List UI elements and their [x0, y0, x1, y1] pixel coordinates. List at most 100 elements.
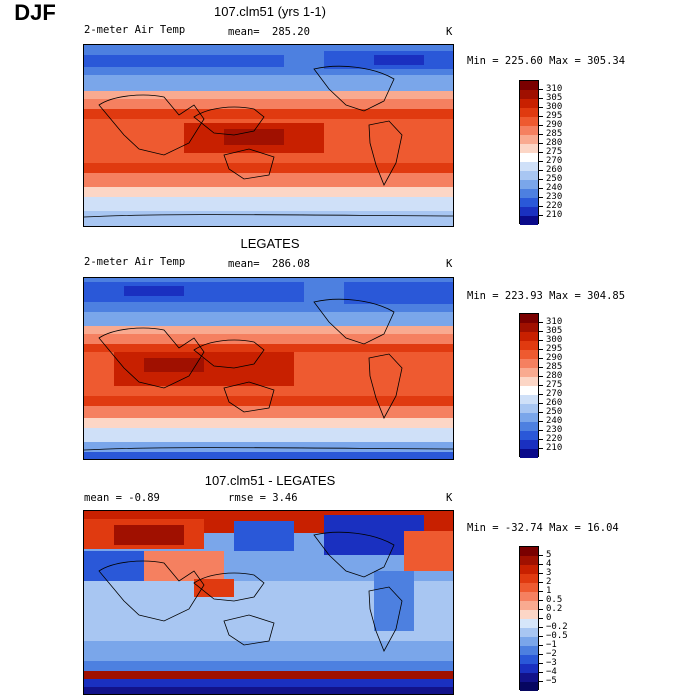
colorbar-tick — [539, 125, 543, 126]
colorbar-segment — [520, 126, 538, 135]
colorbar-tick — [539, 555, 543, 556]
colorbar-tick — [539, 170, 543, 171]
colorbar-tick — [539, 654, 543, 655]
season-label: DJF — [14, 0, 56, 25]
colorbar-segment — [520, 583, 538, 592]
colorbar-segment — [520, 144, 538, 153]
colorbar-segment — [520, 135, 538, 144]
colorbar-segment — [520, 189, 538, 198]
colorbar-tick — [539, 98, 543, 99]
colorbar-segment — [520, 81, 538, 90]
panel3-colorbar — [519, 546, 539, 691]
colorbar-label: 305 — [546, 92, 563, 103]
colorbar-tick — [539, 161, 543, 162]
colorbar-label: 300 — [546, 101, 563, 112]
colorbar-segment — [520, 556, 538, 565]
colorbar-segment — [520, 359, 538, 368]
colorbar-tick — [539, 681, 543, 682]
colorbar-label: 0.5 — [546, 594, 563, 605]
colorbar-label: −0.2 — [546, 621, 568, 632]
colorbar-label: −5 — [546, 675, 557, 686]
colorbar-tick — [539, 367, 543, 368]
panel3-units: K — [446, 492, 453, 504]
colorbar-tick — [539, 215, 543, 216]
colorbar-segment — [520, 90, 538, 99]
colorbar-tick — [539, 609, 543, 610]
colorbar-segment — [520, 422, 538, 431]
colorbar-label: 275 — [546, 146, 563, 157]
colorbar-label: 3 — [546, 567, 552, 578]
colorbar-tick — [539, 672, 543, 673]
colorbar-label: 270 — [546, 388, 563, 399]
colorbar-tick — [539, 591, 543, 592]
colorbar-label: 220 — [546, 200, 563, 211]
colorbar-label: 285 — [546, 361, 563, 372]
colorbar-tick — [539, 107, 543, 108]
colorbar-tick — [539, 439, 543, 440]
colorbar-label: 0.2 — [546, 603, 563, 614]
colorbar-label: 220 — [546, 433, 563, 444]
colorbar-segment — [520, 323, 538, 332]
colorbar-tick — [539, 394, 543, 395]
colorbar-tick — [539, 89, 543, 90]
colorbar-label: 250 — [546, 173, 563, 184]
panel2-mean-label: mean= — [228, 258, 260, 270]
colorbar-label: 230 — [546, 191, 563, 202]
colorbar-tick — [539, 385, 543, 386]
colorbar-segment — [520, 377, 538, 386]
colorbar-label: −2 — [546, 648, 557, 659]
colorbar-segment — [520, 386, 538, 395]
colorbar-label: −4 — [546, 666, 557, 677]
colorbar-tick — [539, 618, 543, 619]
colorbar-tick — [539, 179, 543, 180]
colorbar-segment — [520, 646, 538, 655]
colorbar-segment — [520, 216, 538, 225]
colorbar-tick — [539, 322, 543, 323]
colorbar-label: 2 — [546, 576, 552, 587]
colorbar-tick — [539, 349, 543, 350]
panel3-minmax: Min = -32.74 Max = 16.04 — [467, 522, 619, 534]
panel2-variable: 2-meter Air Temp — [84, 256, 186, 268]
colorbar-tick — [539, 636, 543, 637]
colorbar-segment — [520, 565, 538, 574]
colorbar-segment — [520, 574, 538, 583]
colorbar-tick — [539, 206, 543, 207]
colorbar-label: 1 — [546, 585, 552, 596]
colorbar-segment — [520, 153, 538, 162]
colorbar-segment — [520, 341, 538, 350]
colorbar-tick — [539, 627, 543, 628]
colorbar-segment — [520, 664, 538, 673]
colorbar-segment — [520, 395, 538, 404]
colorbar-segment — [520, 655, 538, 664]
colorbar-segment — [520, 171, 538, 180]
panel2-map-field — [84, 278, 453, 459]
colorbar-label: 5 — [546, 549, 552, 560]
colorbar-tick — [539, 152, 543, 153]
colorbar-label: 270 — [546, 155, 563, 166]
colorbar-label: 295 — [546, 343, 563, 354]
panel1-map-field — [84, 45, 453, 226]
colorbar-tick — [539, 412, 543, 413]
panel1-colorbar — [519, 80, 539, 225]
panel2-title: LEGATES — [240, 236, 300, 251]
colorbar-segment — [520, 207, 538, 216]
colorbar-label: 295 — [546, 110, 563, 121]
colorbar-tick — [539, 188, 543, 189]
colorbar-label: 285 — [546, 128, 563, 139]
colorbar-segment — [520, 350, 538, 359]
colorbar-label: 210 — [546, 209, 563, 220]
colorbar-tick — [539, 421, 543, 422]
colorbar-tick — [539, 403, 543, 404]
colorbar-segment — [520, 440, 538, 449]
colorbar-segment — [520, 332, 538, 341]
colorbar-segment — [520, 592, 538, 601]
panel2-colorbar — [519, 313, 539, 458]
colorbar-tick — [539, 645, 543, 646]
colorbar-tick — [539, 116, 543, 117]
colorbar-segment — [520, 449, 538, 458]
colorbar-label: 240 — [546, 182, 563, 193]
panel3-title: 107.clm51 - LEGATES — [204, 473, 336, 488]
colorbar-tick — [539, 143, 543, 144]
colorbar-tick — [539, 197, 543, 198]
panel2-minmax: Min = 223.93 Max = 304.85 — [467, 290, 626, 302]
